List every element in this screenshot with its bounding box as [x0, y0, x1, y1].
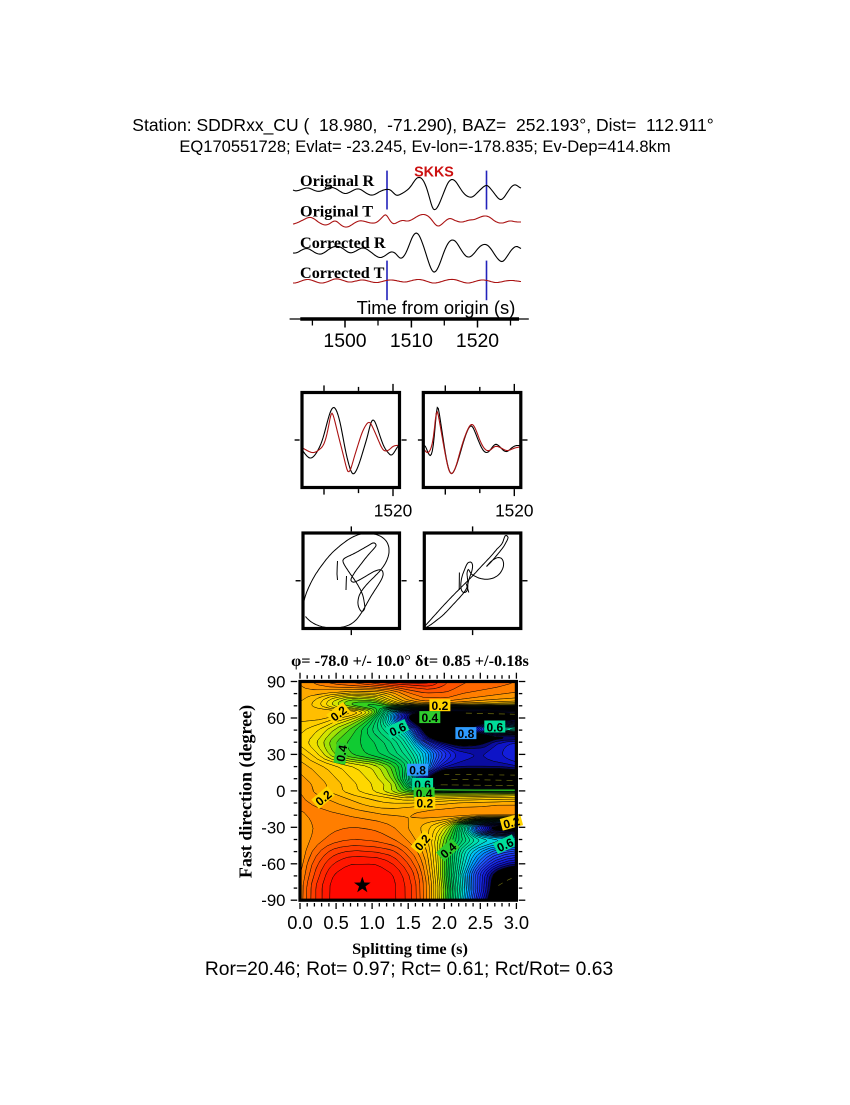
- svg-text:60: 60: [267, 709, 286, 728]
- svg-text:0.8: 0.8: [409, 764, 426, 778]
- svg-text:2.5: 2.5: [468, 912, 493, 933]
- svg-text:3.0: 3.0: [504, 912, 529, 933]
- svg-text:Original T: Original T: [300, 203, 373, 221]
- svg-text:2.0: 2.0: [432, 912, 457, 933]
- svg-text:Splitting time (s): Splitting time (s): [352, 939, 468, 958]
- svg-text:0.4: 0.4: [334, 744, 351, 763]
- svg-text:1.5: 1.5: [395, 912, 420, 933]
- svg-text:0.6: 0.6: [495, 835, 516, 855]
- svg-text:0.2: 0.2: [416, 797, 433, 811]
- svg-text:0.0: 0.0: [287, 912, 312, 933]
- svg-text:-30: -30: [261, 818, 285, 837]
- svg-text:0.5: 0.5: [323, 912, 348, 933]
- svg-text:Station: SDDRxx_CU ( 18.980,: Station: SDDRxx_CU ( 18.980, -71.290), B…: [132, 115, 713, 136]
- svg-text:30: 30: [267, 745, 286, 764]
- svg-text:1520: 1520: [495, 501, 533, 521]
- svg-text:Corrected T: Corrected T: [300, 264, 385, 282]
- svg-text:1520: 1520: [456, 330, 499, 352]
- svg-text:0.4: 0.4: [421, 711, 438, 725]
- svg-text:1500: 1500: [323, 330, 366, 352]
- svg-text:-60: -60: [261, 855, 285, 874]
- svg-text:Corrected R: Corrected R: [300, 234, 386, 252]
- svg-text:EQ170551728; Evlat= -23.245, E: EQ170551728; Evlat= -23.245, Ev-lon=-178…: [179, 137, 670, 156]
- svg-text:90: 90: [267, 673, 286, 692]
- svg-text:0.8: 0.8: [458, 727, 475, 741]
- svg-text:1520: 1520: [374, 501, 412, 521]
- svg-text:0: 0: [276, 782, 285, 801]
- svg-text:1.0: 1.0: [359, 912, 384, 933]
- svg-text:Time from origin (s): Time from origin (s): [357, 297, 516, 318]
- svg-text:0.2: 0.2: [432, 699, 449, 713]
- svg-text:Original R: Original R: [300, 172, 375, 190]
- svg-text:1510: 1510: [390, 330, 433, 352]
- svg-text:Fast direction (degree): Fast direction (degree): [236, 705, 257, 878]
- svg-text:φ= -78.0 +/- 10.0° δt= 0.85 +/: φ= -78.0 +/- 10.0° δt= 0.85 +/-0.18s: [291, 651, 529, 670]
- svg-text:Ror=20.46; Rot= 0.97; Rct= 0.6: Ror=20.46; Rot= 0.97; Rct= 0.61; Rct/Rot…: [205, 959, 613, 980]
- svg-text:SKKS: SKKS: [414, 165, 454, 181]
- svg-text:0.6: 0.6: [387, 720, 408, 740]
- svg-text:-90: -90: [261, 891, 285, 910]
- svg-text:0.6: 0.6: [486, 720, 503, 734]
